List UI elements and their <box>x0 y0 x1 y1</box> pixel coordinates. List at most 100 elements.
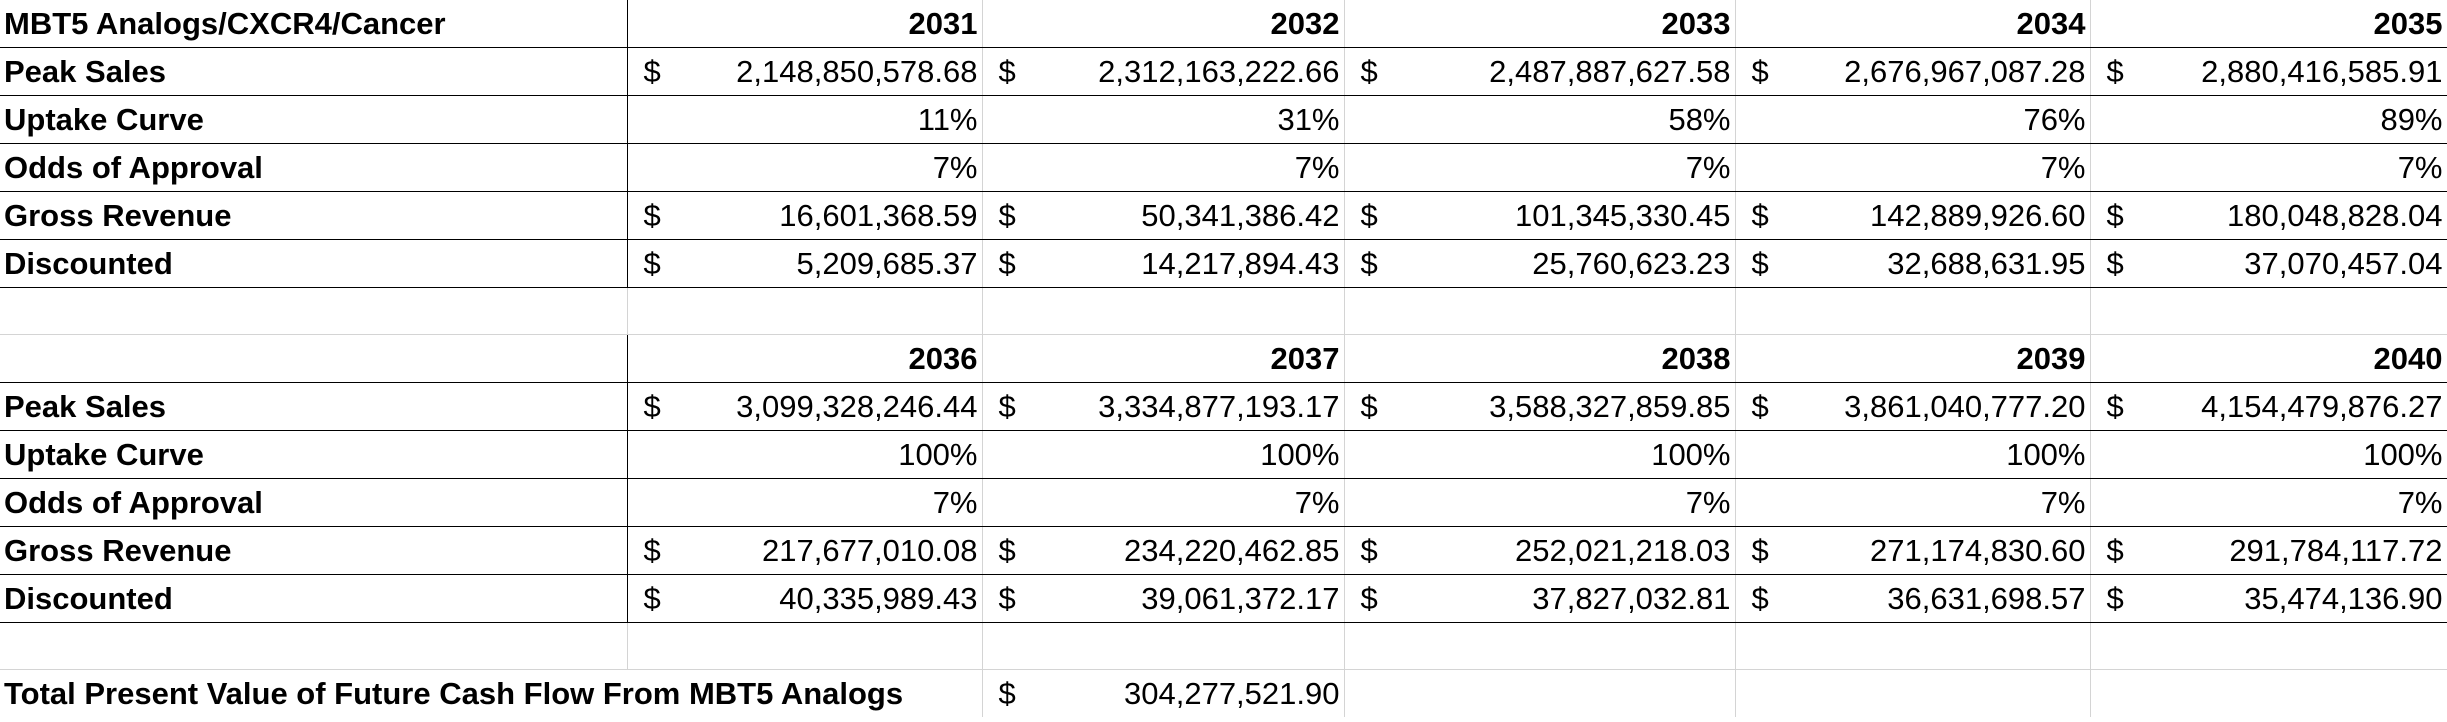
odds-of-approval-cell[interactable]: 7% <box>981 143 1345 192</box>
discounted-cell[interactable]: $39,061,372.17 <box>981 574 1345 623</box>
uptake-curve-cell[interactable]: 76% <box>1734 95 2091 144</box>
year-cell-2033[interactable]: 2033 <box>1343 0 1736 48</box>
discounted-cell[interactable]: $36,631,698.57 <box>1734 574 2091 623</box>
odds-of-approval-cell[interactable]: 7% <box>1343 143 1736 192</box>
gross-revenue-cell[interactable]: $50,341,386.42 <box>981 191 1345 240</box>
empty-cell[interactable] <box>982 287 1345 335</box>
discounted-cell[interactable]: $5,209,685.37 <box>626 239 983 288</box>
cell-value: 3,099,328,246.44 <box>736 389 978 424</box>
peak-sales-cell[interactable]: $2,676,967,087.28 <box>1734 47 2091 96</box>
currency-symbol: $ <box>643 533 661 568</box>
year-cell-2032[interactable]: 2032 <box>981 0 1345 48</box>
sheet-title-cell[interactable]: MBT5 Analogs/CXCR4/Cancer <box>0 0 628 48</box>
uptake-curve-cell[interactable]: 100% <box>1343 430 1736 479</box>
uptake-curve-cell[interactable]: 31% <box>981 95 1345 144</box>
total-label-cell[interactable]: Total Present Value of Future Cash Flow … <box>4 676 904 711</box>
gross-revenue-cell[interactable]: $16,601,368.59 <box>626 191 983 240</box>
currency-symbol: $ <box>643 246 661 281</box>
uptake-curve-cell[interactable]: 100% <box>1734 430 2091 479</box>
empty-cell[interactable] <box>627 669 983 717</box>
empty-cell[interactable] <box>982 622 1345 670</box>
cell-value: 2,880,416,585.91 <box>2201 54 2443 89</box>
discounted-cell[interactable]: $37,070,457.04 <box>2089 239 2447 288</box>
currency-symbol: $ <box>2106 54 2124 89</box>
empty-cell[interactable] <box>627 622 983 670</box>
odds-of-approval-cell[interactable]: 7% <box>626 478 983 527</box>
odds-of-approval-cell[interactable]: 7% <box>626 143 983 192</box>
uptake-curve-cell[interactable]: 100% <box>626 430 983 479</box>
empty-cell[interactable] <box>1344 287 1736 335</box>
currency-symbol: $ <box>1360 198 1378 233</box>
discounted-cell[interactable]: $25,760,623.23 <box>1343 239 1736 288</box>
row-label-odds-of-approval[interactable]: Odds of Approval <box>0 143 628 192</box>
odds-of-approval-cell[interactable]: 7% <box>1343 478 1736 527</box>
year-cell-2035[interactable]: 2035 <box>2089 0 2447 48</box>
peak-sales-cell[interactable]: $3,861,040,777.20 <box>1734 382 2091 431</box>
odds-of-approval-cell[interactable]: 7% <box>1734 478 2091 527</box>
empty-cell[interactable] <box>2090 287 2447 335</box>
discounted-cell[interactable]: $40,335,989.43 <box>626 574 983 623</box>
empty-cell[interactable] <box>1735 287 2091 335</box>
gross-revenue-cell[interactable]: $234,220,462.85 <box>981 526 1345 575</box>
gross-revenue-cell[interactable]: $252,021,218.03 <box>1343 526 1736 575</box>
currency-symbol: $ <box>1751 54 1769 89</box>
total-value-cell[interactable]: $304,277,521.90 <box>982 669 1345 717</box>
peak-sales-cell[interactable]: $2,312,163,222.66 <box>981 47 1345 96</box>
peak-sales-cell[interactable]: $2,487,887,627.58 <box>1343 47 1736 96</box>
gross-revenue-cell[interactable]: $180,048,828.04 <box>2089 191 2447 240</box>
row-label-peak-sales[interactable]: Peak Sales <box>0 382 628 431</box>
year-cell-2040[interactable]: 2040 <box>2089 334 2447 383</box>
uptake-curve-cell[interactable]: 100% <box>981 430 1345 479</box>
empty-cell[interactable] <box>2090 622 2447 670</box>
peak-sales-cell[interactable]: $3,334,877,193.17 <box>981 382 1345 431</box>
odds-of-approval-cell[interactable]: 7% <box>2089 478 2447 527</box>
currency-symbol: $ <box>998 676 1016 711</box>
year-cell-2031[interactable]: 2031 <box>626 0 983 48</box>
discounted-cell[interactable]: $14,217,894.43 <box>981 239 1345 288</box>
peak-sales-cell[interactable]: $3,588,327,859.85 <box>1343 382 1736 431</box>
year-cell-2039[interactable]: 2039 <box>1734 334 2091 383</box>
peak-sales-cell[interactable]: $2,880,416,585.91 <box>2089 47 2447 96</box>
empty-cell[interactable] <box>1735 622 2091 670</box>
year-cell-2038[interactable]: 2038 <box>1343 334 1736 383</box>
row-label-odds-of-approval[interactable]: Odds of Approval <box>0 478 628 527</box>
year-cell-2037[interactable]: 2037 <box>981 334 1345 383</box>
odds-of-approval-cell[interactable]: 7% <box>981 478 1345 527</box>
discounted-cell[interactable]: $37,827,032.81 <box>1343 574 1736 623</box>
year-cell-2036[interactable]: 2036 <box>626 334 983 383</box>
peak-sales-cell[interactable]: $2,148,850,578.68 <box>626 47 983 96</box>
peak-sales-cell[interactable]: $3,099,328,246.44 <box>626 382 983 431</box>
discounted-cell[interactable]: $32,688,631.95 <box>1734 239 2091 288</box>
row-label-discounted[interactable]: Discounted <box>0 239 628 288</box>
row-odds-of-approval: Odds of Approval 7% 7% 7% 7% 7% <box>0 478 2447 527</box>
year-cell-2034[interactable]: 2034 <box>1734 0 2091 48</box>
discounted-cell[interactable]: $35,474,136.90 <box>2089 574 2447 623</box>
gross-revenue-cell[interactable]: $291,784,117.72 <box>2089 526 2447 575</box>
uptake-curve-cell[interactable]: 58% <box>1343 95 1736 144</box>
row-label-uptake-curve[interactable]: Uptake Curve <box>0 95 628 144</box>
uptake-curve-cell[interactable]: 89% <box>2089 95 2447 144</box>
gross-revenue-cell[interactable]: $271,174,830.60 <box>1734 526 2091 575</box>
row-label-gross-revenue[interactable]: Gross Revenue <box>0 526 628 575</box>
peak-sales-cell[interactable]: $4,154,479,876.27 <box>2089 382 2447 431</box>
empty-cell[interactable] <box>1735 669 2091 717</box>
odds-of-approval-cell[interactable]: 7% <box>1734 143 2091 192</box>
uptake-curve-cell[interactable]: 100% <box>2089 430 2447 479</box>
empty-label-cell[interactable] <box>0 334 628 383</box>
empty-cell[interactable] <box>627 287 983 335</box>
empty-cell[interactable] <box>1344 669 1736 717</box>
empty-cell[interactable] <box>2090 669 2447 717</box>
empty-cell[interactable] <box>0 287 628 335</box>
gross-revenue-cell[interactable]: $217,677,010.08 <box>626 526 983 575</box>
empty-cell[interactable] <box>1344 622 1736 670</box>
odds-of-approval-cell[interactable]: 7% <box>2089 143 2447 192</box>
row-label-discounted[interactable]: Discounted <box>0 574 628 623</box>
row-label-peak-sales[interactable]: Peak Sales <box>0 47 628 96</box>
empty-cell[interactable] <box>0 622 628 670</box>
gross-revenue-cell[interactable]: $142,889,926.60 <box>1734 191 2091 240</box>
cell-value: 234,220,462.85 <box>1124 533 1340 568</box>
uptake-curve-cell[interactable]: 11% <box>626 95 983 144</box>
gross-revenue-cell[interactable]: $101,345,330.45 <box>1343 191 1736 240</box>
row-label-gross-revenue[interactable]: Gross Revenue <box>0 191 628 240</box>
row-label-uptake-curve[interactable]: Uptake Curve <box>0 430 628 479</box>
